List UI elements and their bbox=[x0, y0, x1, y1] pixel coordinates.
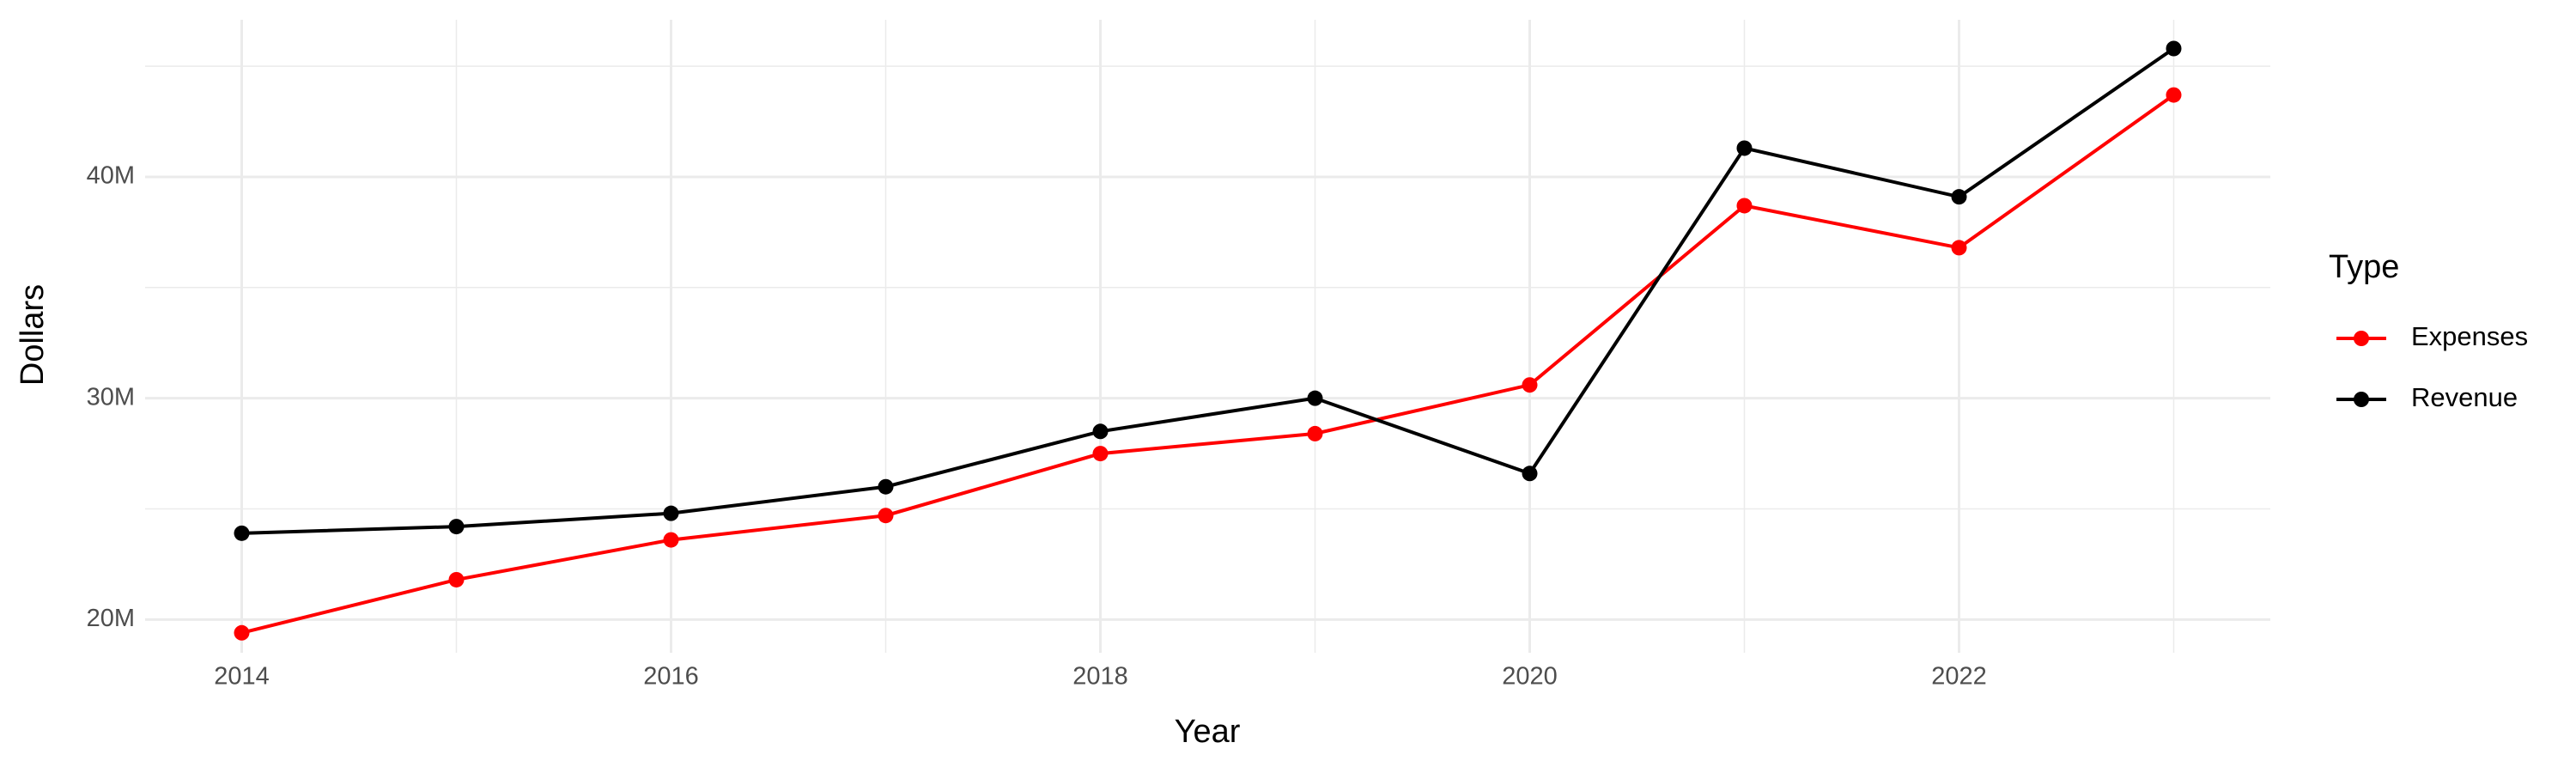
legend-title: Type bbox=[2329, 249, 2399, 285]
data-point bbox=[234, 624, 250, 641]
data-point bbox=[1951, 240, 1967, 256]
data-point bbox=[1951, 189, 1967, 205]
y-tick-label: 20M bbox=[87, 605, 135, 632]
series-line bbox=[241, 93, 2175, 635]
x-axis-title: Year bbox=[1175, 714, 1241, 750]
data-point bbox=[448, 519, 465, 535]
data-point bbox=[2166, 87, 2182, 103]
data-point bbox=[1522, 466, 1538, 482]
y-tick-label: 40M bbox=[87, 162, 135, 190]
legend-label: Expenses bbox=[2411, 321, 2528, 351]
series-line bbox=[241, 46, 2175, 535]
data-point bbox=[1736, 198, 1753, 214]
data-point bbox=[1307, 390, 1323, 406]
data-point bbox=[2166, 40, 2182, 57]
data-point bbox=[878, 478, 894, 495]
data-point bbox=[1307, 425, 1323, 441]
data-point bbox=[1736, 140, 1753, 156]
data-point bbox=[878, 508, 894, 524]
legend-point bbox=[2354, 392, 2369, 407]
legend-label: Revenue bbox=[2411, 382, 2518, 412]
data-point bbox=[663, 505, 679, 521]
data-point bbox=[1092, 423, 1109, 440]
data-point bbox=[663, 532, 679, 548]
legend-point bbox=[2354, 331, 2369, 346]
x-tick-label: 2014 bbox=[214, 663, 270, 691]
x-tick-label: 2020 bbox=[1502, 663, 1558, 691]
data-point bbox=[448, 571, 465, 587]
y-axis-title: Dollars bbox=[15, 284, 51, 386]
x-tick-label: 2016 bbox=[643, 663, 699, 691]
data-point bbox=[1092, 446, 1109, 462]
y-tick-label: 30M bbox=[87, 383, 135, 411]
x-tick-label: 2022 bbox=[1931, 663, 1987, 691]
x-tick-label: 2018 bbox=[1072, 663, 1128, 691]
data-point bbox=[1522, 377, 1538, 393]
data-point bbox=[234, 525, 250, 541]
